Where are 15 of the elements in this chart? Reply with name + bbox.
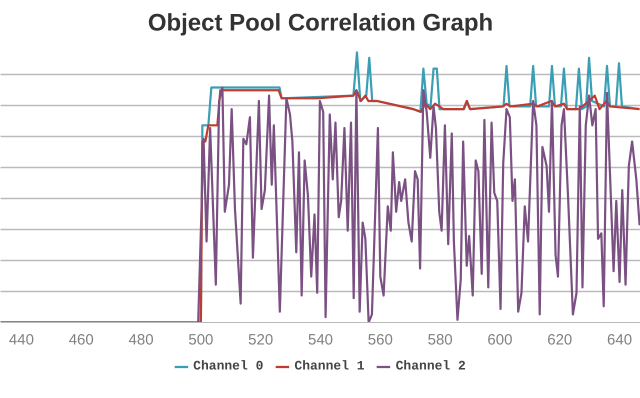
x-tick-label: 500 (188, 332, 214, 348)
x-tick-label: 440 (8, 332, 34, 348)
chart-title: Object Pool Correlation Graph (148, 10, 494, 36)
x-tick-label: 600 (487, 332, 512, 348)
x-tick-label: 460 (68, 332, 94, 348)
legend-label: Channel 0 (193, 358, 264, 374)
x-tick-label: 560 (368, 332, 393, 348)
x-tick-label: 580 (428, 332, 453, 348)
x-tick-label: 640 (607, 332, 632, 348)
x-tick-label: 520 (248, 332, 274, 348)
legend-label: Channel 2 (396, 358, 466, 374)
x-tick-label: 620 (547, 332, 572, 348)
x-tick-label: 540 (308, 332, 334, 348)
legend-label: Channel 1 (294, 358, 365, 374)
x-tick-label: 480 (128, 332, 154, 348)
